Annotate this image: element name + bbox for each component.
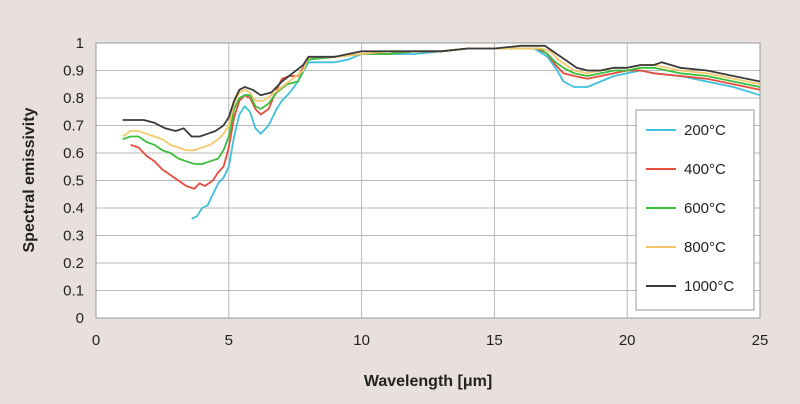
legend-label-4: 1000°C [684,278,734,295]
y-tick-label: 0.3 [63,228,84,245]
x-tick-label: 10 [353,332,370,349]
x-tick-label: 15 [486,332,503,349]
legend-box [635,109,755,311]
y-tick-label: 0.7 [63,118,84,135]
x-tick-label: 0 [92,332,100,349]
series-line-1 [130,47,761,190]
y-tick-label: 0.8 [63,90,84,107]
legend-label-0: 200°C [684,122,726,139]
y-tick-label: 0.9 [63,63,84,80]
grid-lines [95,42,761,319]
series-line-2 [122,47,761,165]
series-line-4 [122,44,761,138]
legend-label-3: 800°C [684,239,726,256]
plot-border [95,42,761,319]
series-line-0 [191,47,761,220]
x-tick-label: 5 [225,332,233,349]
y-tick-label: 1 [76,35,84,52]
series-lines [122,44,761,220]
x-tick-label: 25 [752,332,769,349]
y-tick-label: 0.2 [63,255,84,272]
y-tick-label: 0.5 [63,173,84,190]
legend-label-1: 400°C [684,161,726,178]
y-tick-label: 0.4 [63,200,84,217]
x-tick-labels: 0 5 10 15 20 25 [92,332,769,349]
legend-label-2: 600°C [684,200,726,217]
y-axis-title: Spectral emissivity [21,107,38,252]
y-tick-label: 0.6 [63,145,84,162]
y-tick-labels: 0 0.1 0.2 0.3 0.4 0.5 0.6 0.7 0.8 0.9 1 [63,35,84,327]
x-tick-label: 20 [619,332,636,349]
y-tick-label: 0 [76,310,84,327]
legend: 200°C 400°C 600°C 800°C 1000°C [635,109,755,311]
x-axis-title: Wavelength [μm] [364,373,492,390]
y-tick-label: 0.1 [63,283,84,300]
